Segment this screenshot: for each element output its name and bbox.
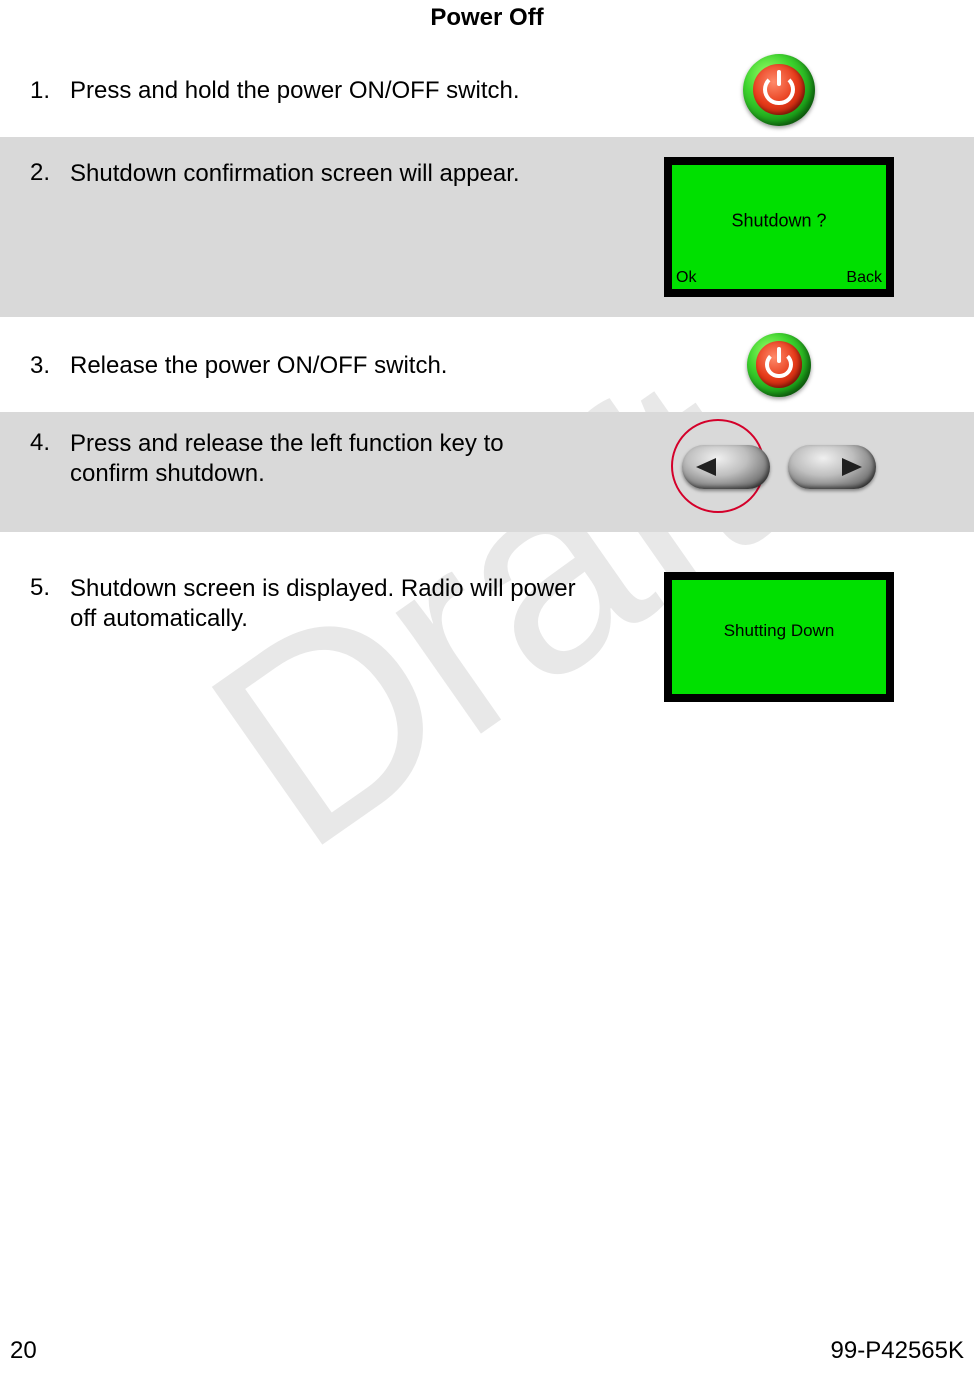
lcd-confirm-screen: Shutdown ? Ok Back bbox=[664, 157, 894, 297]
step-row-1: 1. Press and hold the power ON/OFF switc… bbox=[0, 42, 974, 137]
lcd-text-center: Shutdown ? bbox=[731, 210, 826, 231]
lcd-text-ok: Ok bbox=[676, 269, 696, 287]
step-text: Press and release the left function key … bbox=[70, 427, 604, 489]
step-row-3: 3. Release the power ON/OFF switch. bbox=[0, 317, 974, 412]
power-button-icon bbox=[747, 333, 811, 397]
step-number: 2. bbox=[30, 157, 70, 187]
left-function-key-icon bbox=[682, 445, 770, 489]
page-number: 20 bbox=[10, 1337, 37, 1365]
lcd-text-back: Back bbox=[846, 269, 882, 287]
step-row-2: 2. Shutdown confirmation screen will app… bbox=[0, 137, 974, 317]
step-number: 1. bbox=[30, 75, 70, 105]
lcd-text-center: Shutting Down bbox=[724, 621, 835, 641]
step-text: Shutdown confirmation screen will appear… bbox=[70, 157, 604, 189]
step-image-2: Shutdown ? Ok Back bbox=[604, 157, 954, 297]
step-number: 3. bbox=[30, 350, 70, 380]
step-image-3 bbox=[604, 333, 954, 397]
step-row-5: 5. Shutdown screen is displayed. Radio w… bbox=[0, 532, 974, 710]
step-image-1 bbox=[604, 54, 954, 126]
document-number: 99-P42565K bbox=[831, 1337, 964, 1365]
step-text: Release the power ON/OFF switch. bbox=[70, 349, 604, 381]
step-number: 4. bbox=[30, 427, 70, 457]
step-image-5: Shutting Down bbox=[604, 572, 954, 702]
step-text: Press and hold the power ON/OFF switch. bbox=[70, 74, 604, 106]
function-keys-icon bbox=[669, 427, 889, 507]
right-function-key-icon bbox=[788, 445, 876, 489]
step-number: 5. bbox=[30, 572, 70, 602]
step-image-4 bbox=[604, 427, 954, 507]
step-text: Shutdown screen is displayed. Radio will… bbox=[70, 572, 604, 634]
page-content: Power Off 1. Press and hold the power ON… bbox=[0, 0, 974, 710]
page-footer: 20 99-P42565K bbox=[0, 1337, 974, 1365]
lcd-shutting-screen: Shutting Down bbox=[664, 572, 894, 702]
section-title: Power Off bbox=[0, 0, 974, 42]
step-row-4: 4. Press and release the left function k… bbox=[0, 412, 974, 532]
power-button-icon bbox=[743, 54, 815, 126]
